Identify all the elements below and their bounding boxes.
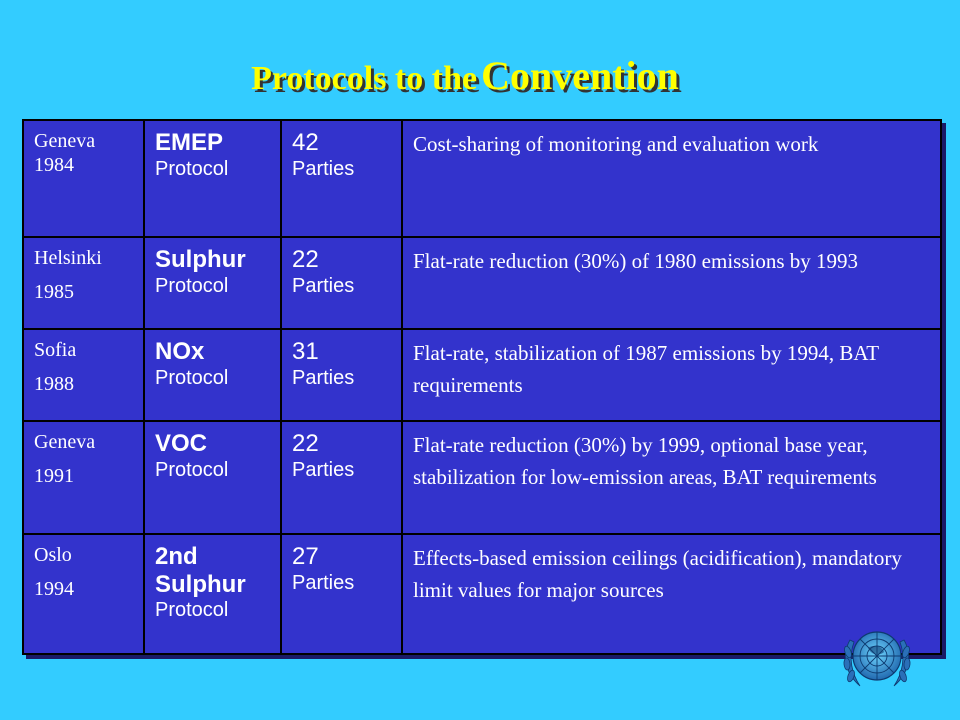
- parties-label: Parties: [292, 458, 355, 481]
- parties-count: 22: [292, 246, 319, 273]
- place-year: 1994: [34, 578, 74, 600]
- description-cell: Flat-rate, stabilization of 1987 emissio…: [401, 328, 942, 422]
- title-part-1: Protocols to the: [251, 60, 478, 97]
- place-year: 1985: [34, 281, 74, 303]
- protocol-name: VOC: [155, 430, 208, 457]
- place-cell: Geneva 1991: [22, 420, 145, 535]
- protocol-type: Protocol: [155, 274, 229, 297]
- table-row: Oslo 1994 2nd Sulphur Protocol 27 Parties E…: [22, 533, 942, 655]
- protocol-description: Cost-sharing of monitoring and evaluatio…: [413, 132, 819, 156]
- protocol-type: Protocol: [155, 599, 229, 622]
- protocol-name: Sulphur: [155, 246, 246, 273]
- place-name: Geneva: [34, 130, 96, 152]
- protocols-table: Geneva 1984 EMEP Protocol 42 Parties Cost-s…: [22, 119, 942, 655]
- title-part-2: Convention: [481, 53, 679, 98]
- place-year: 1988: [34, 373, 74, 395]
- parties-label: Parties: [292, 366, 355, 389]
- protocol-name: NOx: [155, 338, 205, 365]
- place-year: 1984: [34, 154, 74, 176]
- parties-cell: 27 Parties: [280, 533, 403, 655]
- protocol-description: Effects-based emission ceilings (acidifi…: [413, 546, 902, 602]
- un-emblem-icon: [843, 631, 911, 687]
- protocol-cell: Sulphur Protocol: [143, 236, 282, 330]
- protocol-description: Flat-rate reduction (30%) by 1999, optio…: [413, 433, 877, 489]
- parties-count: 22: [292, 430, 319, 457]
- description-cell: Flat-rate reduction (30%) by 1999, optio…: [401, 420, 942, 535]
- parties-count: 31: [292, 338, 319, 365]
- description-cell: Flat-rate reduction (30%) of 1980 emissi…: [401, 236, 942, 330]
- place-name: Sofia: [34, 339, 77, 361]
- protocol-cell: NOx Protocol: [143, 328, 282, 422]
- protocol-cell: 2nd Sulphur Protocol: [143, 533, 282, 655]
- description-cell: Effects-based emission ceilings (acidifi…: [401, 533, 942, 655]
- protocol-cell: EMEP Protocol: [143, 119, 282, 238]
- protocol-cell: VOC Protocol: [143, 420, 282, 535]
- protocol-name: EMEP: [155, 129, 224, 156]
- slide-title: Protocols to the Convention: [0, 52, 930, 99]
- protocol-description: Flat-rate, stabilization of 1987 emissio…: [413, 341, 879, 397]
- place-name: Geneva: [34, 431, 96, 453]
- table-row: Geneva 1991 VOC Protocol 22 Parties Flat-ra…: [22, 420, 942, 535]
- description-cell: Cost-sharing of monitoring and evaluatio…: [401, 119, 942, 238]
- protocol-name: 2nd Sulphur: [155, 543, 246, 598]
- parties-label: Parties: [292, 274, 355, 297]
- table-row: Sofia 1988 NOx Protocol 31 Parties Flat-rat…: [22, 328, 942, 422]
- place-cell: Oslo 1994: [22, 533, 145, 655]
- parties-label: Parties: [292, 157, 355, 180]
- place-cell: Helsinki 1985: [22, 236, 145, 330]
- table-row: Geneva 1984 EMEP Protocol 42 Parties Cost-s…: [22, 119, 942, 238]
- place-year: 1991: [34, 465, 74, 487]
- protocol-type: Protocol: [155, 458, 229, 481]
- parties-cell: 22 Parties: [280, 420, 403, 535]
- protocol-type: Protocol: [155, 157, 229, 180]
- parties-cell: 31 Parties: [280, 328, 403, 422]
- table-row: Helsinki 1985 Sulphur Protocol 22 Parties F…: [22, 236, 942, 330]
- place-cell: Geneva 1984: [22, 119, 145, 238]
- parties-count: 42: [292, 129, 319, 156]
- protocol-type: Protocol: [155, 366, 229, 389]
- parties-cell: 42 Parties: [280, 119, 403, 238]
- parties-label: Parties: [292, 571, 355, 594]
- parties-count: 27: [292, 543, 319, 570]
- parties-cell: 22 Parties: [280, 236, 403, 330]
- protocol-description: Flat-rate reduction (30%) of 1980 emissi…: [413, 249, 858, 273]
- place-cell: Sofia 1988: [22, 328, 145, 422]
- place-name: Oslo: [34, 544, 72, 566]
- place-name: Helsinki: [34, 247, 102, 269]
